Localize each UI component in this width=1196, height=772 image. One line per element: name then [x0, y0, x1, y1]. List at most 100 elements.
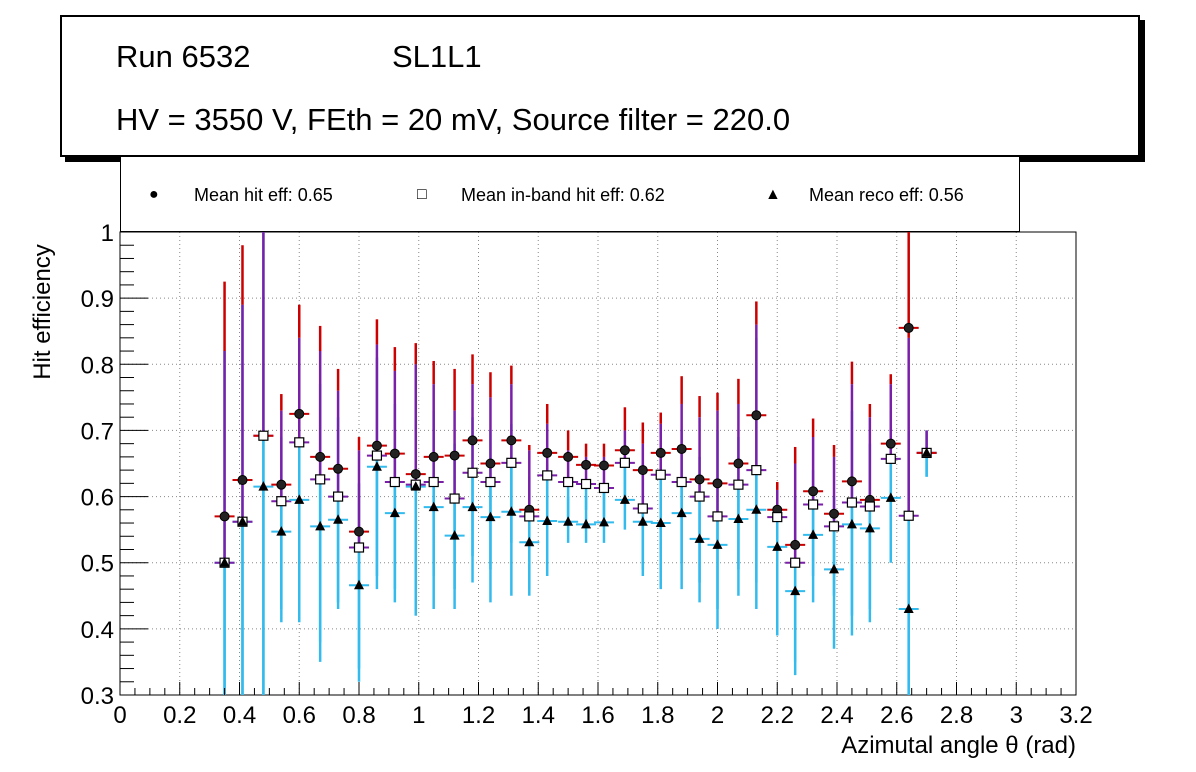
x-tick-label: 2.6 — [880, 702, 913, 729]
reco-point — [333, 514, 344, 524]
hit-point — [903, 322, 914, 333]
reco-point — [921, 447, 932, 457]
x-tick-label: 2.8 — [940, 702, 973, 729]
hit-point — [846, 476, 857, 487]
inband-point — [332, 491, 344, 502]
reco-point — [619, 494, 630, 504]
reco-point — [676, 507, 687, 518]
reco-point — [864, 522, 875, 533]
inband-point — [598, 482, 610, 494]
inband-point — [467, 467, 478, 478]
reco-point — [219, 557, 230, 567]
inband-point — [353, 542, 365, 553]
reco-point — [733, 513, 744, 524]
legend-inband-marker: □ — [417, 186, 427, 203]
x-tick-label: 1.8 — [641, 702, 674, 729]
hit-point — [712, 478, 723, 489]
y-tick-label: 0.5 — [81, 551, 114, 578]
legend-hit-label: Mean hit eff: 0.65 — [194, 185, 333, 205]
inband-point — [276, 496, 287, 507]
hit-point — [598, 460, 609, 471]
inband-point — [772, 511, 783, 523]
axes: 0 0.2 0.4 0.6 0.8 1 1.2 1.4 1.6 1.8 2 2.2 2.4 2.6 2.8 3… — [81, 220, 1093, 729]
reco-point — [772, 541, 783, 551]
legend: ● Mean hit eff: 0.65 □ Mean in-band hit … — [120, 157, 1020, 232]
inband-point — [655, 469, 666, 480]
reco-point — [428, 501, 439, 512]
hit-point — [542, 447, 553, 458]
inband-point — [485, 476, 496, 488]
inband-point — [637, 503, 648, 514]
inband-point — [315, 474, 326, 485]
x-tick-label: 2.4 — [820, 702, 853, 729]
reco-point — [354, 579, 364, 590]
x-axis-label: Azimutal angle θ (rad) — [841, 732, 1076, 759]
hit-point — [885, 438, 896, 449]
inband-point — [790, 557, 801, 568]
inband-point — [258, 430, 269, 441]
x-tick-label: 1 — [412, 702, 425, 729]
legend-reco-label: Mean reco eff: 0.56 — [809, 185, 964, 205]
hit-point — [237, 475, 248, 486]
hit-point — [581, 459, 592, 470]
hit-point — [808, 486, 819, 497]
hit-point — [371, 440, 382, 451]
inband-point — [807, 499, 819, 510]
y-tick-label: 0.3 — [81, 683, 114, 710]
inband-point — [563, 476, 574, 488]
hit-point — [294, 408, 305, 419]
reco-point — [542, 515, 553, 526]
conditions-label: HV = 3550 V, FEth = 20 mV, Source filter… — [116, 102, 791, 137]
reco-point — [846, 518, 857, 529]
hit-point — [449, 450, 460, 461]
reco-point — [524, 536, 535, 547]
hit-point — [219, 511, 230, 522]
hit-point — [676, 443, 687, 454]
hit-point — [655, 447, 666, 458]
reco-point — [598, 516, 609, 527]
grid-lines — [120, 232, 1076, 695]
inband-point — [428, 476, 439, 488]
legend-reco-marker: ▲ — [765, 186, 781, 203]
hit-point — [563, 451, 574, 462]
hit-point — [354, 526, 364, 537]
x-tick-label: 1.6 — [581, 702, 614, 729]
hit-point — [506, 435, 517, 446]
reco-point — [258, 481, 269, 491]
run-label: Run 6532 — [116, 39, 251, 74]
inband-point — [371, 450, 383, 461]
title-line-1: Run 6532 SL1L1 — [116, 39, 482, 75]
inband-point — [524, 511, 535, 522]
reco-point — [581, 518, 592, 529]
hit-point — [751, 410, 762, 421]
hit-point — [790, 539, 801, 550]
reco-point — [885, 492, 896, 502]
reco-point — [751, 504, 762, 514]
hit-point — [733, 458, 744, 469]
reco-point — [563, 516, 574, 526]
title-box: Run 6532 SL1L1 HV = 3550 V, FEth = 20 mV,… — [60, 15, 1140, 157]
reco-point — [449, 530, 460, 540]
y-tick-label: 0.7 — [81, 418, 114, 445]
layer-label: SL1L1 — [392, 39, 482, 74]
hit-point — [333, 463, 344, 474]
inband-point — [828, 521, 840, 532]
inband-point — [712, 511, 723, 522]
hit-point — [694, 474, 705, 485]
hit-point — [637, 465, 648, 476]
inband-point — [733, 479, 744, 490]
inband-point — [389, 476, 400, 488]
x-tick-label: 2.2 — [761, 702, 794, 729]
inband-point — [619, 457, 630, 468]
reco-point — [467, 501, 478, 512]
inband-point — [903, 510, 914, 521]
x-tick-label: 0 — [113, 702, 126, 729]
reco-point — [790, 585, 801, 596]
reco-point — [485, 511, 496, 522]
hit-point — [315, 451, 326, 462]
reco-point — [829, 563, 840, 574]
reco-point — [410, 481, 421, 491]
legend-inband-label: Mean in-band hit eff: 0.62 — [461, 185, 665, 205]
reco-point — [237, 516, 248, 526]
